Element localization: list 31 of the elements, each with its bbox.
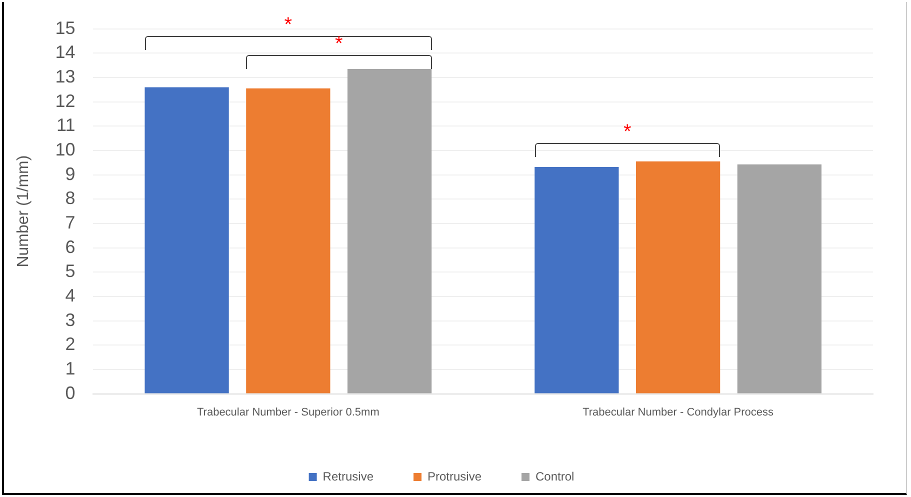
legend-label: Retrusive [322, 469, 374, 484]
y-tick-label: 13 [55, 66, 76, 86]
y-tick-label: 10 [55, 139, 76, 160]
y-tick-label: 12 [55, 90, 76, 111]
y-tick-label: 0 [65, 382, 76, 403]
annotation: * [622, 121, 632, 144]
bar [737, 164, 822, 394]
y-tick-label: 5 [65, 261, 76, 282]
annotation: * [283, 14, 294, 36]
y-tick-label: 7 [65, 212, 76, 232]
x-tick-label: Trabecular Number - Condylar Process [582, 406, 774, 418]
y-tick-label: 11 [56, 115, 76, 136]
y-tick-label: 9 [65, 164, 76, 184]
bar [534, 167, 619, 394]
y-tick-label: 8 [65, 188, 76, 208]
y-tick-label: 15 [55, 18, 76, 38]
legend-label: Control [536, 469, 574, 484]
x-tick-label: Trabecular Number - Superior 0.5mm [196, 406, 380, 418]
y-axis-title: Number (1/mm) [15, 155, 32, 268]
y-tick-label: 2 [65, 334, 76, 354]
annotation: * [334, 32, 344, 55]
bar [347, 68, 432, 394]
y-tick-label: 3 [65, 310, 76, 330]
y-tick-label: 1 [65, 358, 76, 378]
bar [144, 87, 229, 394]
y-tick-label: 4 [65, 285, 76, 306]
y-tick-label: 14 [55, 42, 76, 62]
bar [246, 88, 330, 394]
y-tick-label: 6 [65, 236, 76, 257]
legend-label: Protrusive [427, 469, 482, 484]
bar [636, 161, 720, 394]
